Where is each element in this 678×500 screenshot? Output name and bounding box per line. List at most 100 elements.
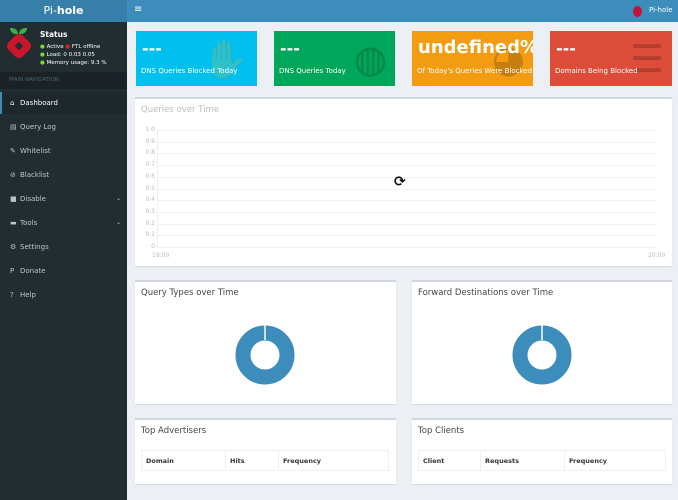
stat-label: Of Today's Queries Were Blocked (417, 67, 533, 75)
top-clients-table: Client Requests Frequency (418, 450, 666, 471)
column-header[interactable]: Frequency (564, 450, 666, 471)
sidebar-item-dashboard[interactable]: ⌂ Dashboard (0, 92, 127, 114)
box-title: Top Advertisers (141, 426, 207, 436)
nav-section-label: MAIN NAVIGATION (0, 72, 127, 89)
column-header[interactable]: Domain (141, 450, 226, 471)
paypal-icon: P (10, 267, 15, 275)
stop-icon: ■ (10, 195, 17, 203)
hand-icon: ✋ (201, 37, 249, 81)
top-advertisers-table: Domain Hits Frequency (141, 450, 389, 471)
logo[interactable]: Pi-hole (0, 0, 127, 22)
list-icon: ☰ (629, 37, 664, 81)
sidebar-item-label: Blacklist (20, 171, 50, 179)
gridline (157, 176, 657, 178)
y-tick-label: 0.7 (145, 161, 155, 169)
gridline (157, 165, 657, 167)
gridline (157, 223, 657, 225)
navbar: ≡ Pi-hole (127, 0, 678, 22)
column-header[interactable]: Client (418, 450, 481, 471)
user-menu[interactable]: Pi-hole (649, 6, 673, 14)
edit-icon: ✎ (10, 147, 16, 155)
sidebar-item-help[interactable]: ? Help (0, 284, 127, 306)
gridline (157, 211, 657, 213)
gridline (157, 153, 657, 155)
sidebar-item-label: Query Log (20, 123, 57, 131)
ban-icon: ⊘ (10, 171, 16, 179)
query-types-box: Query Types over Time (135, 280, 396, 404)
folder-icon: ▬ (10, 219, 17, 227)
gears-icon: ⚙ (10, 243, 17, 251)
stat-value: --- (280, 39, 300, 58)
sidebar: Status ● Active ● FTL offline ● Load: 0 … (0, 22, 127, 500)
sidebar-item-label: Dashboard (20, 99, 58, 107)
chevron-down-icon: ⌄ (115, 195, 121, 202)
stat-label: Domains Being Blocked (555, 67, 638, 75)
stat-label: DNS Queries Today (279, 67, 346, 75)
y-tick-label: 0.5 (145, 184, 155, 192)
status-ftl: FTL offline (71, 44, 101, 50)
sidebar-item-label: Tools (20, 219, 38, 227)
status-title: Status (40, 30, 68, 39)
sidebar-item-label: Donate (20, 267, 46, 275)
x-tick-label: 19:00 (152, 252, 170, 259)
top-clients-box: Top Clients Client Requests Frequency (412, 418, 672, 484)
sidebar-item-label: Settings (20, 243, 49, 251)
y-tick-label: 0 (151, 243, 155, 250)
y-tick-label: 0.2 (145, 219, 155, 227)
gridline (157, 188, 657, 190)
y-tick-label: 0.6 (145, 172, 155, 180)
y-tick-label: 0.4 (145, 196, 155, 204)
y-tick-label: 1.0 (145, 126, 155, 133)
logo-text: Pi- (43, 4, 57, 17)
sidebar-item-label: Disable (20, 195, 46, 203)
top-advertisers-box: Top Advertisers Domain Hits Frequency (135, 418, 396, 484)
pihole-logo-icon (633, 6, 642, 17)
refresh-icon: ⟳ (394, 174, 406, 190)
y-tick-label: 0.3 (145, 207, 155, 215)
forward-destinations-box: Forward Destinations over Time (412, 280, 672, 404)
column-header[interactable]: Hits (225, 450, 279, 471)
sidebar-item-settings[interactable]: ⚙ Settings (0, 236, 127, 258)
stat-value: --- (556, 39, 576, 58)
sidebar-item-label: Help (20, 291, 36, 299)
file-icon: ▤ (10, 123, 17, 131)
pie-icon: ◕ (491, 37, 525, 81)
stat-card-domains: ☰ --- Domains Being Blocked (550, 31, 672, 86)
status-info: ● Active ● FTL offline ● Load: 0 0.03 0.… (40, 44, 107, 66)
stat-value: undefined% (418, 37, 533, 58)
gridline (157, 247, 657, 248)
stat-card-blocked: ✋ --- DNS Queries Blocked Today (136, 31, 257, 86)
question-icon: ? (10, 291, 14, 299)
sidebar-item-disable[interactable]: ■ Disable ⌄ (0, 188, 127, 210)
sidebar-item-query-log[interactable]: ▤ Query Log (0, 116, 127, 138)
box-title: Top Clients (418, 426, 465, 436)
x-tick-label: 20:00 (648, 252, 666, 259)
status-load: Load: 0 0.03 0.05 (46, 52, 95, 58)
stat-label: DNS Queries Blocked Today (141, 67, 238, 75)
column-header[interactable]: Requests (480, 450, 565, 471)
sidebar-item-blacklist[interactable]: ⊘ Blacklist (0, 164, 127, 186)
sidebar-item-tools[interactable]: ▬ Tools ⌄ (0, 212, 127, 234)
gridline (157, 141, 657, 143)
stat-card-percent: ◕ undefined% Of Today's Queries Were Block… (412, 31, 533, 86)
globe-icon: ◍ (353, 37, 387, 81)
pihole-logo-icon (4, 28, 34, 61)
y-tick-label: 0.1 (145, 231, 155, 239)
sidebar-item-donate[interactable]: P Donate (0, 260, 127, 282)
y-tick-label: 0.8 (145, 149, 155, 157)
sidebar-item-whitelist[interactable]: ✎ Whitelist (0, 140, 127, 162)
home-icon: ⌂ (10, 99, 15, 107)
box-title: Forward Destinations over Time (418, 288, 554, 298)
column-header[interactable]: Frequency (278, 450, 389, 471)
queries-over-time-box: Queries over Time (135, 97, 672, 266)
hamburger-icon[interactable]: ≡ (134, 4, 143, 15)
gridline (157, 200, 657, 202)
box-title: Queries over Time (141, 105, 219, 115)
gridline (157, 130, 657, 131)
y-axis (157, 130, 158, 248)
status-memory: Memory usage: 9.3 % (46, 60, 107, 66)
stat-value: --- (142, 39, 162, 58)
status-active: Active (46, 44, 64, 50)
gridline (157, 235, 657, 237)
chevron-down-icon: ⌄ (115, 219, 121, 226)
